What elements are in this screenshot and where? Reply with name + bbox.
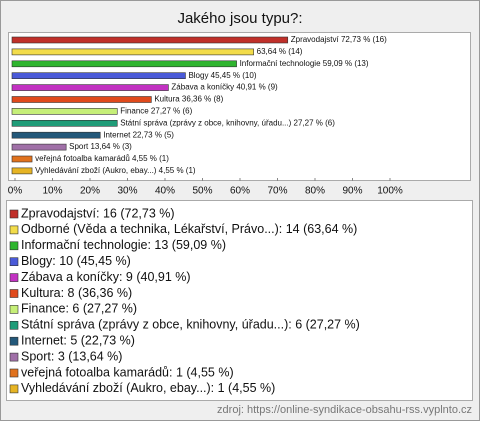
- legend-swatch: [9, 368, 19, 378]
- legend-swatch: [9, 209, 19, 219]
- legend-swatch: [9, 336, 19, 346]
- bar-label: Internet 22,73 % (5): [103, 130, 174, 139]
- plot-area: [8, 32, 471, 181]
- bar: [11, 131, 101, 139]
- legend-entry: Zpravodajství: 16 (72,73 %): [21, 206, 175, 220]
- legend-entry: veřejná fotoalba kamarádů: 1 (4,55 %): [21, 365, 234, 379]
- legend-swatch: [9, 305, 19, 314]
- legend-swatch: [9, 289, 19, 298]
- chart-title: Jakého jsou typu?:: [177, 10, 302, 27]
- legend-swatch: [9, 384, 19, 394]
- bar-label: Sport 13,64 % (3): [69, 142, 132, 151]
- legend-swatch: [9, 241, 19, 251]
- x-tick-label: 10%: [42, 186, 62, 197]
- x-tick-label: 40%: [155, 186, 175, 197]
- bar-label: veřejná fotoalba kamarádů 4,55 % (1): [35, 154, 169, 163]
- bar: [11, 60, 237, 68]
- bar-label: Zábava a koníčky 40,91 % (9): [171, 83, 278, 92]
- legend-entry: Sport: 3 (13,64 %): [21, 349, 122, 363]
- x-tick-label: 80%: [305, 186, 325, 197]
- bar: [11, 143, 67, 151]
- legend-entry: Zábava a koníčky: 9 (40,91 %): [21, 270, 191, 284]
- x-tick-label: 60%: [230, 186, 250, 197]
- bar: [11, 48, 254, 56]
- legend-box: [6, 200, 473, 401]
- legend-entry: Informační technologie: 13 (59,09 %): [21, 238, 226, 252]
- legend-entry: Státní správa (zprávy z obce, knihovny, …: [21, 318, 360, 332]
- x-tick-label: 50%: [192, 186, 212, 197]
- bar: [11, 36, 289, 44]
- legend-entry: Odborné (Věda a technika, Lékařství, Prá…: [21, 222, 357, 236]
- legend-swatch: [9, 257, 19, 267]
- bar: [11, 120, 118, 127]
- x-tick-label: 70%: [267, 186, 287, 197]
- bar-label: Vyhledávání zboží (Aukro, ebay...) 4,55 …: [35, 166, 196, 175]
- legend-entry: Finance: 6 (27,27 %): [21, 302, 137, 316]
- legend-entry: Vyhledávání zboží (Aukro, ebay...): 1 (4…: [21, 381, 275, 395]
- x-tick-label: 0%: [8, 186, 23, 197]
- bar: [11, 96, 152, 103]
- bar: [11, 155, 33, 163]
- bar: [11, 84, 169, 91]
- bar-label: Finance 27,27 % (6): [120, 107, 192, 116]
- source: zdroj: https://online-syndikace-obsahu-r…: [217, 404, 472, 416]
- legend-entry: Kultura: 8 (36,36 %): [21, 286, 132, 300]
- bar-label: Státní správa (zprávy z obce, knihovny, …: [120, 118, 335, 127]
- bar: [11, 167, 33, 175]
- legend-swatch: [9, 225, 19, 235]
- x-tick-label: 90%: [342, 186, 362, 197]
- x-tick-label: 20%: [80, 186, 100, 197]
- x-tick-label: 30%: [117, 186, 137, 197]
- legend-swatch: [9, 273, 19, 282]
- bar: [11, 108, 118, 115]
- bar-label: Informační technologie 59,09 % (13): [240, 59, 369, 68]
- bar-label: Blogy 45,45 % (10): [188, 71, 256, 80]
- legend-swatch: [9, 320, 19, 330]
- legend-swatch: [9, 352, 19, 362]
- bar-label: Zpravodajství 72,73 % (16): [291, 35, 387, 44]
- bar: [11, 72, 186, 79]
- legend-entry: Internet: 5 (22,73 %): [21, 333, 135, 347]
- x-tick-label: 100%: [377, 186, 403, 197]
- bar-label: Kultura 36,36 % (8): [154, 95, 223, 104]
- legend-entry: Blogy: 10 (45,45 %): [21, 254, 131, 268]
- bar-label: 63,64 % (14): [257, 47, 303, 56]
